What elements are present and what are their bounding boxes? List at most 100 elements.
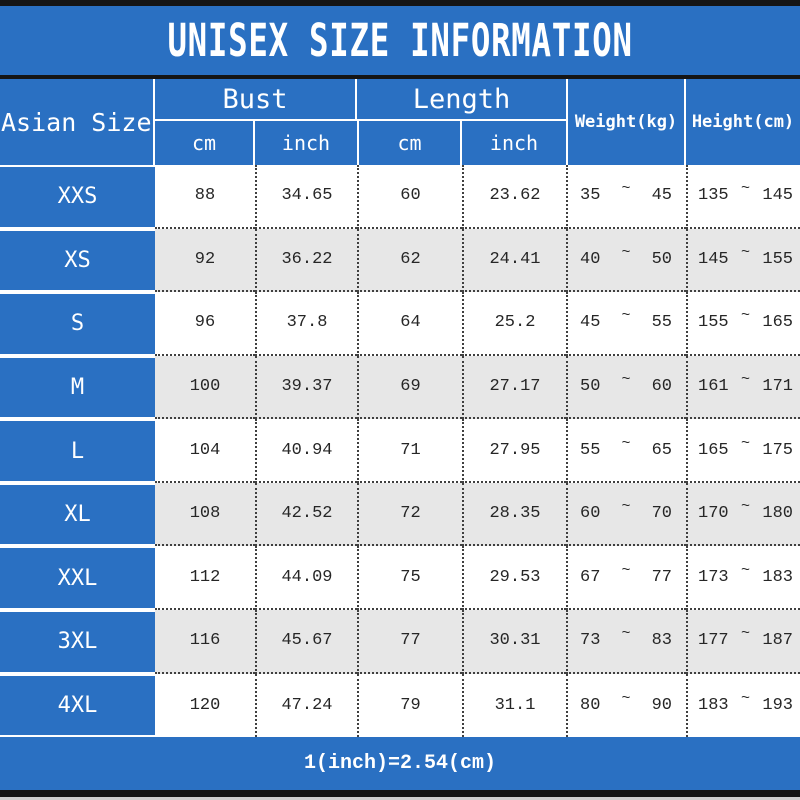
title-divider [0, 75, 800, 79]
weight-min: 35 [580, 186, 601, 206]
bust-inch-cell: 36.22 [255, 228, 357, 293]
bust-cm-cell: 104 [155, 419, 255, 483]
height-range-cell: 177 ~ 187 [686, 609, 800, 674]
height-min: 173 [698, 567, 729, 587]
height-max: 165 [762, 313, 793, 333]
size-label-cell: XS [0, 228, 155, 293]
table-row: S 96 37.8 64 25.2 45 ~ 55 155 ~ 165 [0, 292, 800, 356]
size-label-cell: XXL [0, 546, 155, 610]
height-min: 170 [698, 504, 729, 524]
weight-max: 83 [651, 631, 672, 651]
weight-max: 70 [651, 504, 672, 524]
bust-cm-cell: 96 [155, 292, 255, 356]
tilde-separator: ~ [740, 307, 750, 325]
weight-max: 77 [651, 567, 672, 587]
size-label: 4XL [57, 692, 98, 718]
weight-max: 60 [651, 376, 672, 396]
bust-inch-cell: 34.65 [255, 165, 357, 229]
weight-min: 50 [580, 376, 601, 396]
length-inch-cell: 23.62 [462, 165, 566, 229]
bust-cm-cell: 112 [155, 546, 255, 610]
weight-max: 65 [651, 440, 672, 460]
table-row: M 100 39.37 69 27.17 50 ~ 60 161 ~ 171 [0, 355, 800, 420]
header-length: Length [357, 79, 566, 121]
size-label: S [70, 311, 85, 337]
weight-max: 55 [651, 313, 672, 333]
title-bar: UNISEX SIZE INFORMATION [0, 6, 800, 75]
height-min: 135 [698, 186, 729, 206]
height-range-cell: 183 ~ 193 [686, 673, 800, 738]
height-max: 193 [762, 695, 793, 715]
weight-max: 50 [651, 249, 672, 269]
header-height-cm: Height(cm) [691, 112, 795, 132]
size-label: L [70, 438, 85, 464]
table-header: Asian Size Bust Length Weight(kg) Height… [0, 79, 800, 165]
tilde-separator: ~ [621, 434, 631, 452]
size-label: XL [64, 502, 91, 528]
table-row: XXL 112 44.09 75 29.53 67 ~ 77 173 ~ 183 [0, 546, 800, 610]
bust-cm-cell: 88 [155, 165, 255, 229]
length-cm-cell: 77 [357, 609, 462, 674]
size-label: 3XL [57, 629, 98, 655]
tilde-separator: ~ [621, 370, 631, 388]
header-length-cm: cm [357, 121, 462, 165]
height-max: 175 [762, 440, 793, 460]
bust-inch-cell: 37.8 [255, 292, 357, 356]
size-label: XS [64, 247, 91, 273]
bust-inch-cell: 39.37 [255, 355, 357, 420]
tilde-separator: ~ [621, 625, 631, 643]
tilde-separator: ~ [621, 243, 631, 261]
length-inch-cell: 31.1 [462, 673, 566, 738]
table-row: XXS 88 34.65 60 23.62 35 ~ 45 135 ~ 145 [0, 165, 800, 229]
table-body: XXS 88 34.65 60 23.62 35 ~ 45 135 ~ 145 … [0, 165, 800, 738]
tilde-separator: ~ [740, 370, 750, 388]
weight-max: 45 [651, 186, 672, 206]
length-cm-cell: 72 [357, 482, 462, 547]
header-weight-kg: Weight(kg) [566, 79, 686, 165]
footer-bar: 1(inch)=2.54(cm) [0, 737, 800, 790]
length-inch-cell: 29.53 [462, 546, 566, 610]
weight-min: 45 [580, 313, 601, 333]
height-min: 155 [698, 313, 729, 333]
height-range-cell: 165 ~ 175 [686, 419, 800, 483]
length-cm-cell: 71 [357, 419, 462, 483]
weight-range-cell: 73 ~ 83 [566, 609, 686, 674]
bust-inch-cell: 45.67 [255, 609, 357, 674]
size-label-cell: L [0, 419, 155, 483]
bust-inch-cell: 40.94 [255, 419, 357, 483]
tilde-separator: ~ [621, 180, 631, 198]
weight-max: 90 [651, 695, 672, 715]
table-row: L 104 40.94 71 27.95 55 ~ 65 165 ~ 175 [0, 419, 800, 483]
size-label-cell: 4XL [0, 673, 155, 738]
page-title: UNISEX SIZE INFORMATION [167, 14, 633, 67]
length-cm-cell: 60 [357, 165, 462, 229]
weight-min: 55 [580, 440, 601, 460]
size-label-cell: XXS [0, 165, 155, 229]
height-range-cell: 145 ~ 155 [686, 228, 800, 293]
bottom-border-bar [0, 790, 800, 797]
height-range-cell: 173 ~ 183 [686, 546, 800, 610]
header-bust-inch: inch [281, 131, 331, 155]
bust-inch-cell: 47.24 [255, 673, 357, 738]
weight-min: 73 [580, 631, 601, 651]
tilde-separator: ~ [740, 498, 750, 516]
table-row: 4XL 120 47.24 79 31.1 80 ~ 90 183 ~ 193 [0, 673, 800, 738]
length-inch-cell: 28.35 [462, 482, 566, 547]
tilde-separator: ~ [621, 498, 631, 516]
tilde-separator: ~ [621, 307, 631, 325]
table-row: XS 92 36.22 62 24.41 40 ~ 50 145 ~ 155 [0, 228, 800, 293]
height-max: 155 [762, 249, 793, 269]
weight-range-cell: 35 ~ 45 [566, 165, 686, 229]
height-range-cell: 170 ~ 180 [686, 482, 800, 547]
weight-range-cell: 67 ~ 77 [566, 546, 686, 610]
size-label: M [70, 374, 85, 400]
header-bust: Bust [155, 79, 357, 121]
tilde-separator: ~ [740, 625, 750, 643]
weight-range-cell: 55 ~ 65 [566, 419, 686, 483]
height-max: 145 [762, 186, 793, 206]
weight-min: 67 [580, 567, 601, 587]
bust-cm-cell: 100 [155, 355, 255, 420]
bust-cm-cell: 92 [155, 228, 255, 293]
header-bust-cm: cm [155, 121, 255, 165]
